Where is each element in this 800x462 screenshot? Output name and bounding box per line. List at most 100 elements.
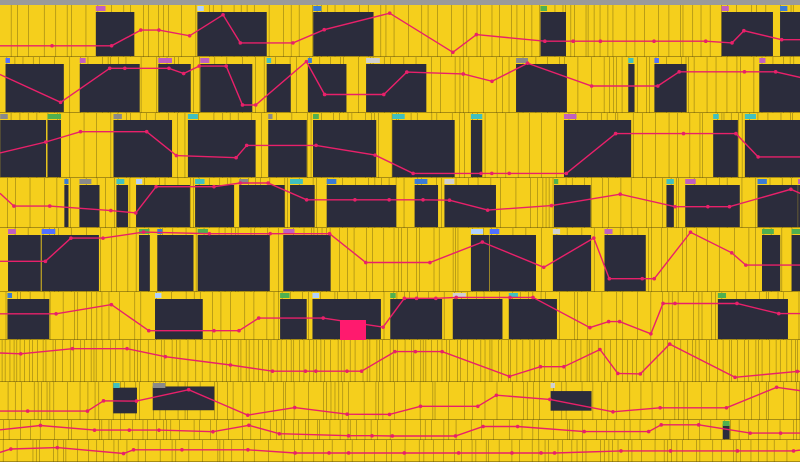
audio-clip <box>197 235 270 291</box>
automation-node <box>9 447 13 451</box>
automation-line <box>0 296 800 335</box>
automation-line <box>0 343 800 379</box>
automation-node <box>474 32 479 37</box>
automation-node <box>221 12 225 17</box>
clip-header <box>452 293 466 298</box>
automation-node <box>789 187 793 192</box>
automation-node <box>277 431 282 436</box>
automation-node <box>673 204 677 209</box>
clip-header <box>717 293 727 298</box>
clip-header <box>7 293 13 298</box>
automation-node <box>791 449 796 453</box>
automation-node <box>541 265 546 270</box>
automation-node <box>735 301 739 306</box>
audio-clip <box>7 299 50 339</box>
automation-node <box>121 451 126 456</box>
clip-header <box>791 229 800 234</box>
automation-node <box>658 405 662 410</box>
automation-node <box>247 423 251 428</box>
automation-node <box>58 100 63 105</box>
track-lane <box>0 57 800 114</box>
automation-node <box>55 445 60 450</box>
automation-node <box>109 302 114 307</box>
audio-clip <box>470 120 483 177</box>
automation-node <box>515 424 520 429</box>
clip-header <box>152 383 166 388</box>
automation-node <box>564 171 569 176</box>
automation-node <box>133 211 138 215</box>
automation-node <box>795 369 800 374</box>
automation-node <box>224 64 228 68</box>
automation-node <box>303 369 308 373</box>
audio-clip <box>721 12 773 56</box>
audio-clip <box>187 120 256 177</box>
automation-node <box>228 363 233 367</box>
automation-node <box>489 171 494 176</box>
clip-header <box>313 114 319 119</box>
automation-node <box>238 41 243 45</box>
automation-node <box>346 451 351 455</box>
automation-node <box>543 39 547 44</box>
automation-node <box>742 28 746 33</box>
clip-header <box>113 114 122 119</box>
automation-node <box>212 184 216 189</box>
automation-node <box>688 230 693 234</box>
clip-header <box>744 114 756 119</box>
automation-node <box>157 28 161 32</box>
automation-node <box>43 259 48 264</box>
automation-node <box>727 204 732 209</box>
clip-header <box>722 421 730 426</box>
clip-header <box>113 383 120 388</box>
automation-node <box>668 449 673 453</box>
automation-node <box>456 451 461 455</box>
audio-clip <box>136 185 190 227</box>
clip-header <box>266 58 272 63</box>
audio-clip <box>744 120 800 177</box>
clip-header <box>798 179 800 184</box>
automation-node <box>154 184 158 189</box>
automation-node <box>180 447 184 452</box>
audio-clip <box>366 64 427 112</box>
automation-node <box>359 369 364 373</box>
clip-header <box>268 114 273 119</box>
automation-node <box>659 423 664 427</box>
clip-header <box>313 6 322 11</box>
audio-clip <box>268 120 307 177</box>
automation-node <box>649 332 653 336</box>
automation-node <box>744 263 748 267</box>
automation-node <box>78 129 83 134</box>
lane-background <box>0 440 800 462</box>
track-lane <box>0 113 800 179</box>
track-lane <box>0 292 800 341</box>
audio-clip <box>280 299 307 339</box>
automation-node <box>434 296 438 301</box>
automation-node <box>109 208 113 213</box>
automation-node <box>322 27 327 32</box>
automation-node <box>146 328 151 333</box>
automation-node <box>373 153 377 157</box>
automation-node <box>454 295 459 300</box>
audio-clip <box>113 120 173 177</box>
clip-header <box>550 383 556 388</box>
automation-node <box>476 404 480 409</box>
clip-header <box>187 114 198 119</box>
automation-node <box>211 429 215 434</box>
clip-header <box>444 179 455 184</box>
clip-header <box>312 293 320 298</box>
automation-node <box>531 295 535 300</box>
automation-node <box>345 412 349 416</box>
track-lane <box>0 178 800 229</box>
automation-node <box>607 276 612 281</box>
automation-node <box>490 79 494 84</box>
clip-header <box>239 179 249 184</box>
automation-node <box>571 39 575 44</box>
automation-node <box>539 451 543 455</box>
audio-clip <box>780 12 800 56</box>
clip-header <box>508 293 518 298</box>
automation-node <box>598 347 602 352</box>
automation-node <box>327 451 331 455</box>
automation-node <box>667 342 672 346</box>
audio-clip <box>239 185 285 227</box>
automation-node <box>174 153 179 158</box>
lane-background <box>0 340 800 382</box>
